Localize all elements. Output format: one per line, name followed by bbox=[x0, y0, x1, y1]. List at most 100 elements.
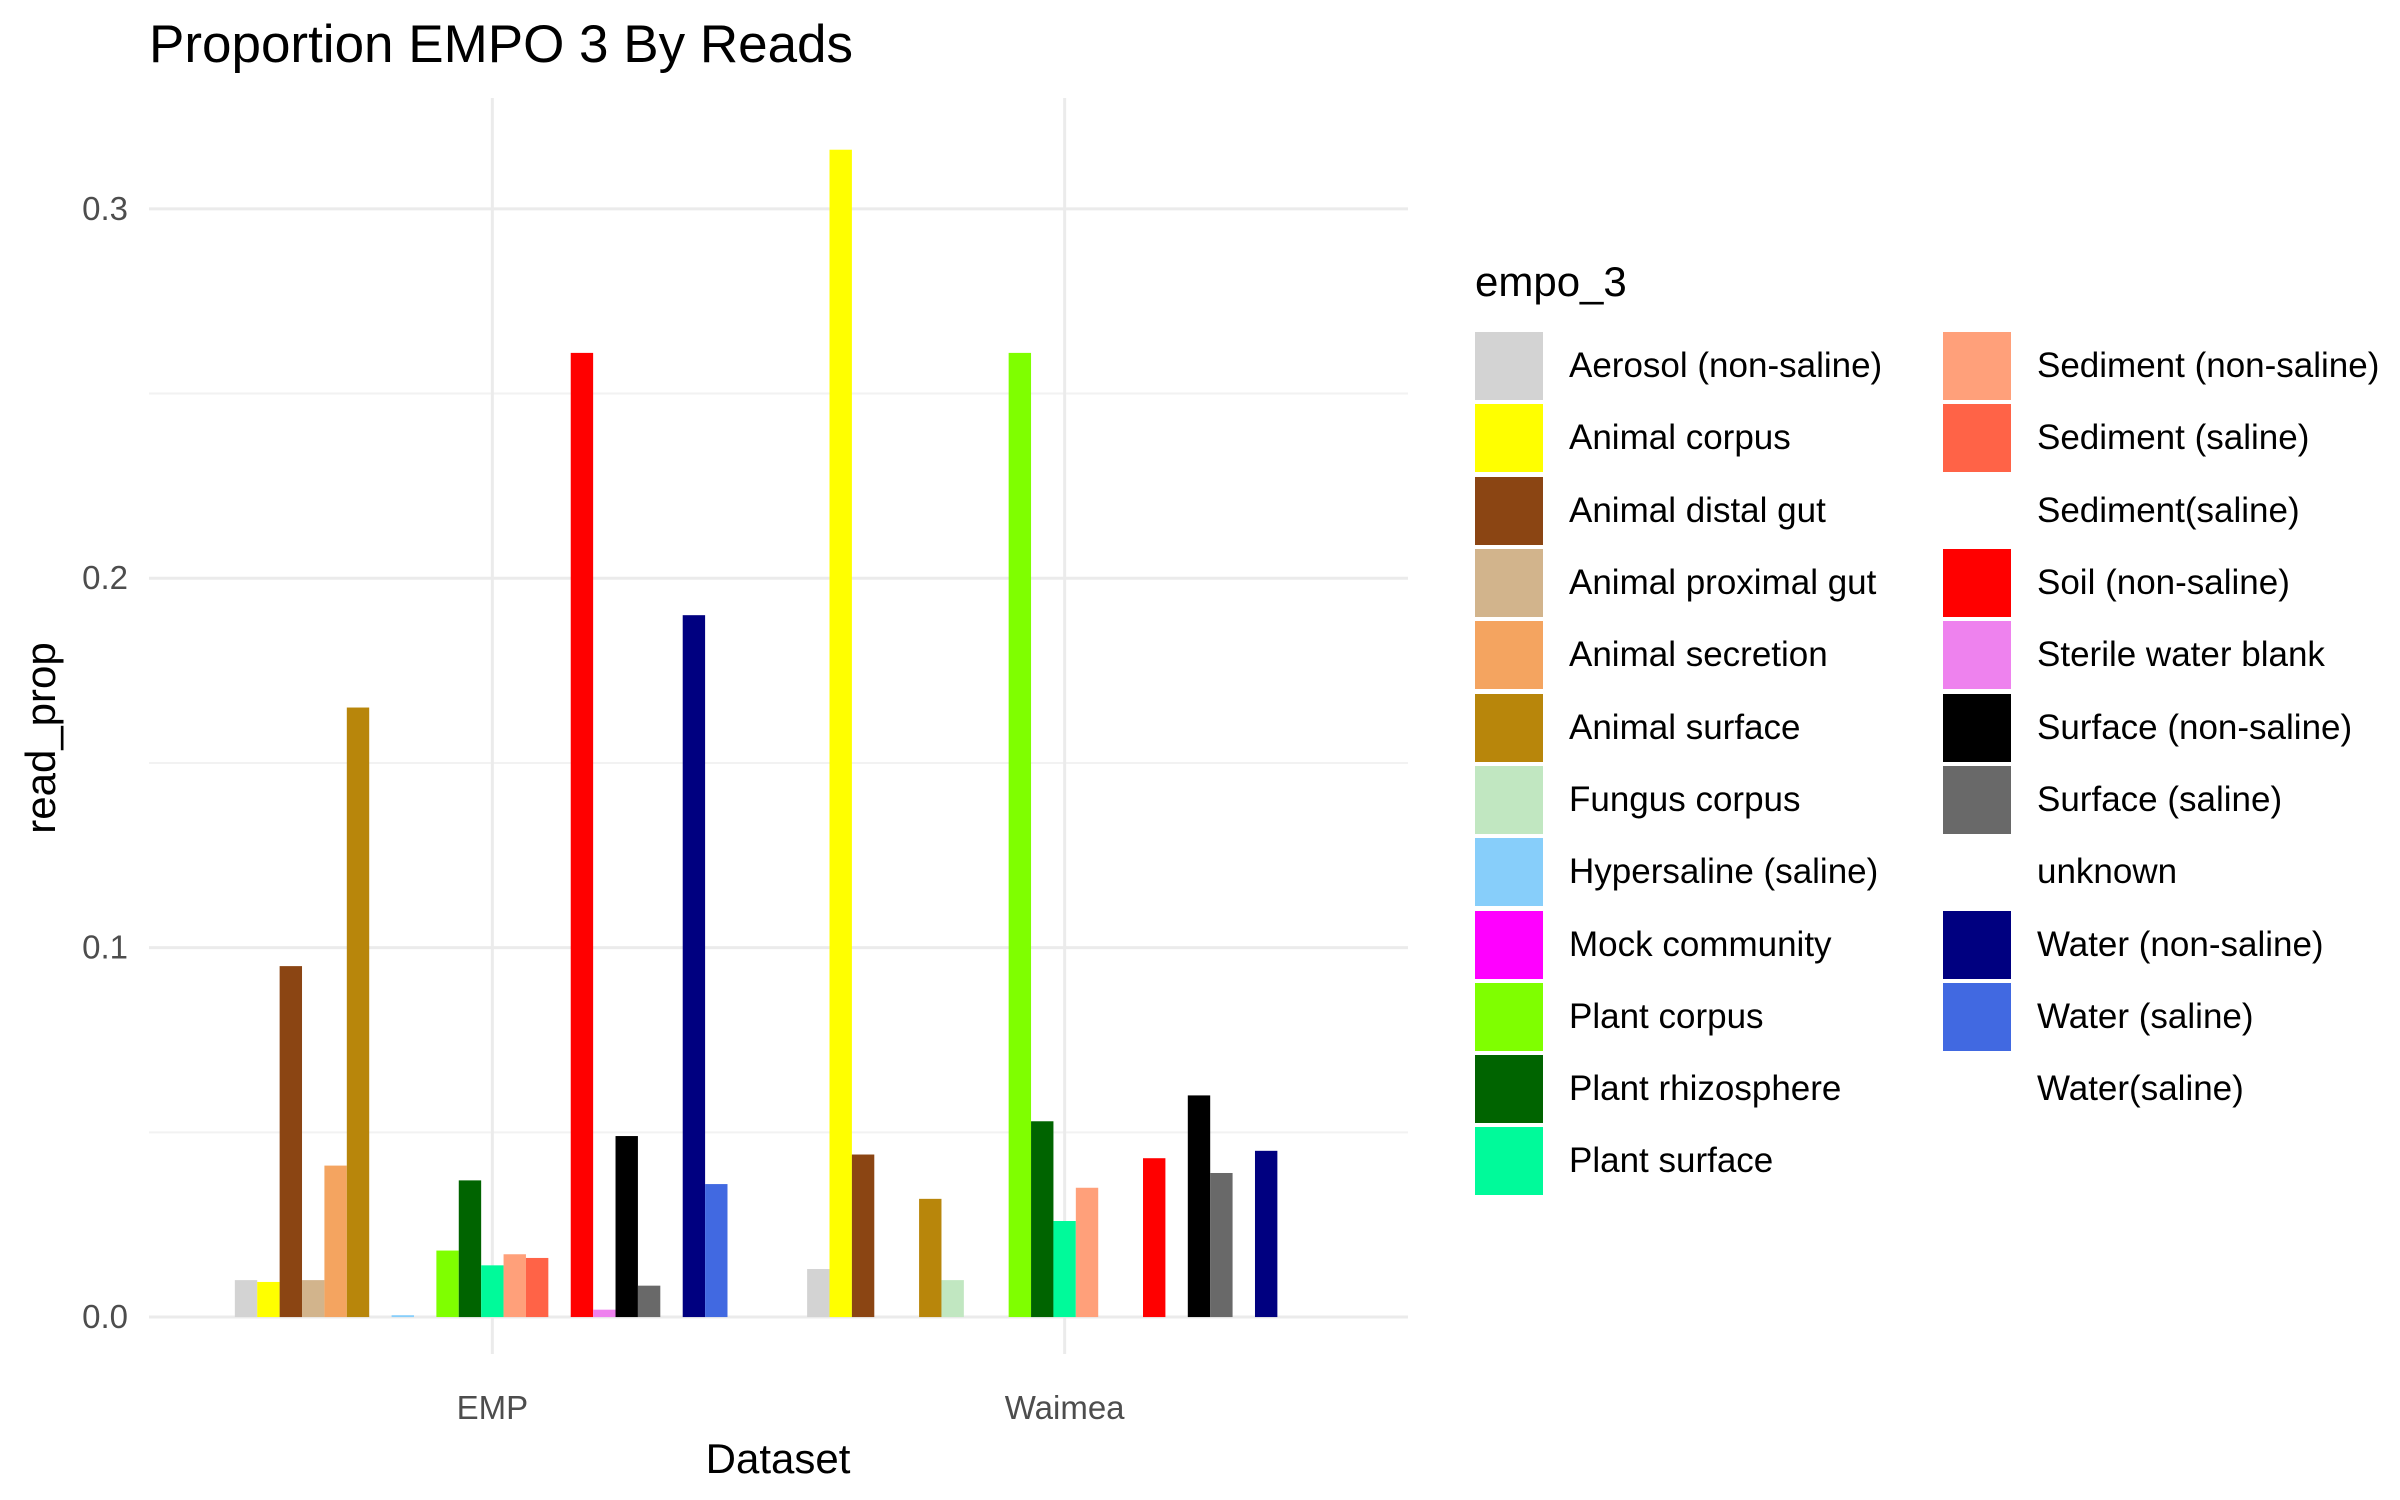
y-tick-label: 0.1 bbox=[82, 929, 128, 966]
bar: Aerosol (non-saline) bbox=[807, 1269, 830, 1318]
legend-swatch bbox=[1475, 838, 1543, 907]
bar: Animal distal gut bbox=[279, 966, 303, 1318]
legend-swatch bbox=[1475, 693, 1543, 762]
legend-columns: Aerosol (non-saline) Animal corpus Animal … bbox=[1475, 330, 2397, 1198]
bar: Animal surface bbox=[346, 707, 370, 1318]
bar: Surface (non-saline) bbox=[1187, 1095, 1211, 1318]
legend-item: Mock community bbox=[1475, 908, 1929, 980]
legend-item: Plant surface bbox=[1475, 1125, 1929, 1197]
bar: Animal distal gut bbox=[851, 1154, 875, 1318]
legend-item: Hypersaline (saline) bbox=[1475, 836, 1929, 908]
legend-item: Sediment (saline) bbox=[1943, 402, 2397, 474]
legend-label: unknown bbox=[2037, 852, 2178, 892]
bar: Animal surface bbox=[919, 1198, 942, 1318]
bar: Surface (saline) bbox=[637, 1285, 661, 1318]
bar: Soil (non-saline) bbox=[1143, 1158, 1166, 1318]
legend-swatch bbox=[1475, 404, 1543, 473]
bar: Sediment (saline) bbox=[525, 1257, 549, 1318]
bar: Animal proximal gut bbox=[302, 1280, 325, 1318]
bars: Aerosol (non-saline) Aerosol (non-saline)… bbox=[234, 149, 1278, 1318]
bar: Plant rhizosphere bbox=[458, 1180, 482, 1318]
bar: Plant surface bbox=[481, 1265, 504, 1318]
bar: Surface (non-saline) bbox=[615, 1136, 638, 1318]
legend-item: Water (non-saline) bbox=[1943, 908, 2397, 980]
legend-swatch bbox=[1475, 332, 1543, 401]
legend-item: unknown bbox=[1943, 836, 2397, 908]
legend-label: Animal surface bbox=[1569, 707, 1801, 747]
legend-label: Animal secretion bbox=[1569, 635, 1828, 675]
legend-label: Surface (non-saline) bbox=[2037, 707, 2353, 747]
legend-swatch bbox=[1475, 1127, 1543, 1196]
legend-swatch bbox=[1943, 476, 2011, 545]
legend-label: Water (saline) bbox=[2037, 996, 2254, 1036]
legend-swatch bbox=[1943, 621, 2011, 690]
x-tick-label: Waimea bbox=[1005, 1389, 1125, 1426]
bar: Plant surface bbox=[1053, 1221, 1076, 1318]
legend-item: Water (saline) bbox=[1943, 981, 2397, 1053]
legend-item: Animal proximal gut bbox=[1475, 547, 1929, 619]
legend-item: Sediment(saline) bbox=[1943, 475, 2397, 547]
legend-item: Aerosol (non-saline) bbox=[1475, 330, 1929, 402]
bar: Water (non-saline) bbox=[682, 615, 706, 1318]
bar: Plant corpus bbox=[436, 1250, 459, 1318]
legend-swatch bbox=[1943, 838, 2011, 907]
y-tick-label: 0.3 bbox=[82, 190, 128, 227]
y-axis-title: read_prop bbox=[17, 642, 64, 833]
legend-swatch bbox=[1943, 910, 2011, 979]
legend-item: Sediment (non-saline) bbox=[1943, 330, 2397, 402]
bar: Surface (saline) bbox=[1210, 1172, 1233, 1318]
legend-label: Water (non-saline) bbox=[2037, 924, 2324, 964]
legend-item: Plant rhizosphere bbox=[1475, 1053, 1929, 1125]
legend-swatch bbox=[1943, 332, 2011, 401]
legend-label: Aerosol (non-saline) bbox=[1569, 346, 1883, 386]
legend-item: Sterile water blank bbox=[1943, 619, 2397, 691]
legend-swatch bbox=[1943, 549, 2011, 618]
legend-swatch bbox=[1943, 1055, 2011, 1124]
legend-swatch bbox=[1475, 621, 1543, 690]
legend-label: Hypersaline (saline) bbox=[1569, 852, 1879, 892]
legend-label: Animal distal gut bbox=[1569, 490, 1826, 530]
legend-item: Plant corpus bbox=[1475, 981, 1929, 1053]
bar: Sediment (non-saline) bbox=[1075, 1187, 1099, 1318]
bar: Water (non-saline) bbox=[1254, 1150, 1278, 1318]
legend-label: Mock community bbox=[1569, 924, 1832, 964]
legend: empo_3 Aerosol (non-saline) Animal corpus… bbox=[1475, 258, 2397, 1198]
legend-label: Sterile water blank bbox=[2037, 635, 2325, 675]
legend-item: Surface (non-saline) bbox=[1943, 691, 2397, 763]
legend-label: Fungus corpus bbox=[1569, 779, 1801, 819]
y-tick-label: 0.0 bbox=[82, 1298, 128, 1335]
legend-label: Animal corpus bbox=[1569, 418, 1791, 458]
legend-label: Plant rhizosphere bbox=[1569, 1069, 1842, 1109]
legend-swatch bbox=[1475, 476, 1543, 545]
bar: Soil (non-saline) bbox=[570, 352, 594, 1318]
legend-label: Plant surface bbox=[1569, 1141, 1774, 1181]
legend-item: Animal corpus bbox=[1475, 402, 1929, 474]
bar: Hypersaline (saline) bbox=[391, 1315, 414, 1318]
legend-item: Fungus corpus bbox=[1475, 764, 1929, 836]
legend-label: Sediment (saline) bbox=[2037, 418, 2310, 458]
legend-swatch bbox=[1475, 982, 1543, 1051]
legend-swatch bbox=[1943, 693, 2011, 762]
bar: Water (saline) bbox=[705, 1184, 728, 1318]
legend-item: Animal secretion bbox=[1475, 619, 1929, 691]
bar: Plant rhizosphere bbox=[1031, 1121, 1054, 1318]
legend-label: Animal proximal gut bbox=[1569, 563, 1877, 603]
legend-label: Surface (saline) bbox=[2037, 779, 2283, 819]
legend-column: Aerosol (non-saline) Animal corpus Animal … bbox=[1475, 330, 1929, 1198]
bar: Sediment (non-saline) bbox=[503, 1254, 526, 1318]
legend-label: Water(saline) bbox=[2037, 1069, 2244, 1109]
x-tick-label: EMP bbox=[457, 1389, 529, 1426]
legend-label: Soil (non-saline) bbox=[2037, 563, 2290, 603]
legend-swatch bbox=[1475, 910, 1543, 979]
legend-label: Sediment(saline) bbox=[2037, 490, 2300, 530]
legend-swatch bbox=[1475, 765, 1543, 834]
bar: Animal corpus bbox=[257, 1281, 280, 1318]
chart-title: Proportion EMPO 3 By Reads bbox=[149, 15, 854, 74]
legend-column: Sediment (non-saline) Sediment (saline) Se… bbox=[1943, 330, 2397, 1198]
x-axis-title: Dataset bbox=[706, 1435, 851, 1482]
legend-item: Surface (saline) bbox=[1943, 764, 2397, 836]
legend-swatch bbox=[1943, 404, 2011, 473]
legend-label: Plant corpus bbox=[1569, 996, 1764, 1036]
legend-item: Soil (non-saline) bbox=[1943, 547, 2397, 619]
